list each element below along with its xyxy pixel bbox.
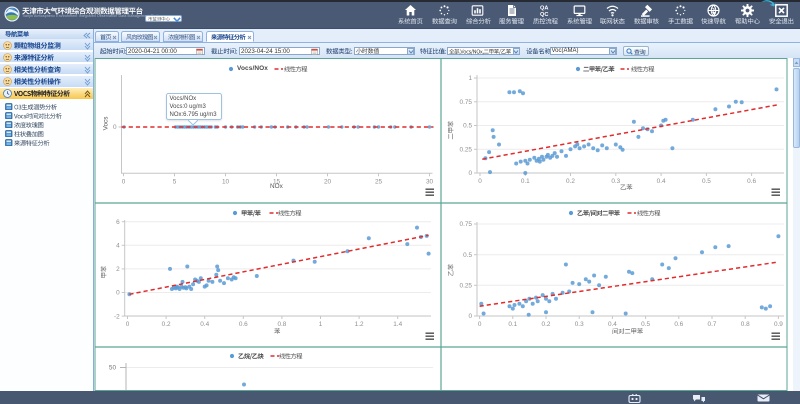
svg-text:0.2: 0.2 [566, 178, 575, 185]
svg-text:0.5: 0.5 [702, 178, 711, 185]
svg-text:0.5: 0.5 [463, 123, 472, 130]
svg-text:0.6: 0.6 [747, 178, 756, 185]
svg-text:0.6: 0.6 [239, 321, 248, 328]
svg-text:10: 10 [222, 178, 230, 185]
svg-text:1: 1 [319, 321, 323, 328]
svg-text:0.75: 0.75 [460, 99, 473, 106]
svg-text:0.2: 0.2 [162, 321, 171, 328]
svg-text:0.9: 0.9 [774, 321, 783, 328]
svg-text:0.4: 0.4 [200, 321, 209, 328]
svg-text:0: 0 [126, 321, 130, 328]
svg-text:0.3: 0.3 [575, 321, 584, 328]
svg-text:0.2: 0.2 [542, 321, 551, 328]
svg-text:0.3: 0.3 [611, 178, 620, 185]
svg-text:0.4: 0.4 [608, 321, 617, 328]
svg-text:0: 0 [116, 290, 120, 297]
svg-text:0.25: 0.25 [460, 283, 473, 290]
svg-text:QA: QA [540, 6, 548, 12]
svg-text:0.25: 0.25 [460, 147, 473, 154]
svg-text:15: 15 [273, 178, 281, 185]
svg-text:QC: QC [540, 12, 548, 17]
svg-text:0.7: 0.7 [708, 321, 717, 328]
svg-text:0.1: 0.1 [508, 321, 517, 328]
svg-text:0.5: 0.5 [463, 252, 472, 259]
svg-text:1: 1 [468, 75, 472, 82]
svg-text:0.4: 0.4 [657, 178, 666, 185]
svg-text:25: 25 [375, 178, 383, 185]
svg-text:0.1: 0.1 [521, 178, 530, 185]
svg-text:0.8: 0.8 [741, 321, 750, 328]
svg-text:0.8: 0.8 [277, 321, 286, 328]
svg-text:20: 20 [324, 178, 332, 185]
svg-text:1.4: 1.4 [393, 321, 402, 328]
svg-text:0: 0 [468, 170, 472, 177]
svg-text:0.5: 0.5 [641, 321, 650, 328]
svg-text:0: 0 [468, 313, 472, 320]
svg-text:0.6: 0.6 [674, 321, 683, 328]
svg-text:5: 5 [173, 178, 177, 185]
svg-text:0.75: 0.75 [460, 221, 473, 228]
svg-text:-2: -2 [114, 313, 120, 320]
svg-text:0: 0 [478, 178, 482, 185]
svg-text:6: 6 [116, 219, 120, 226]
svg-text:30: 30 [426, 178, 434, 185]
svg-text:50: 50 [109, 365, 117, 372]
svg-text:2: 2 [116, 266, 120, 273]
svg-text:4: 4 [116, 243, 120, 250]
svg-text:0: 0 [122, 178, 126, 185]
svg-text:0: 0 [478, 321, 482, 328]
svg-text:1.2: 1.2 [355, 321, 364, 328]
svg-text:0: 0 [113, 124, 117, 131]
